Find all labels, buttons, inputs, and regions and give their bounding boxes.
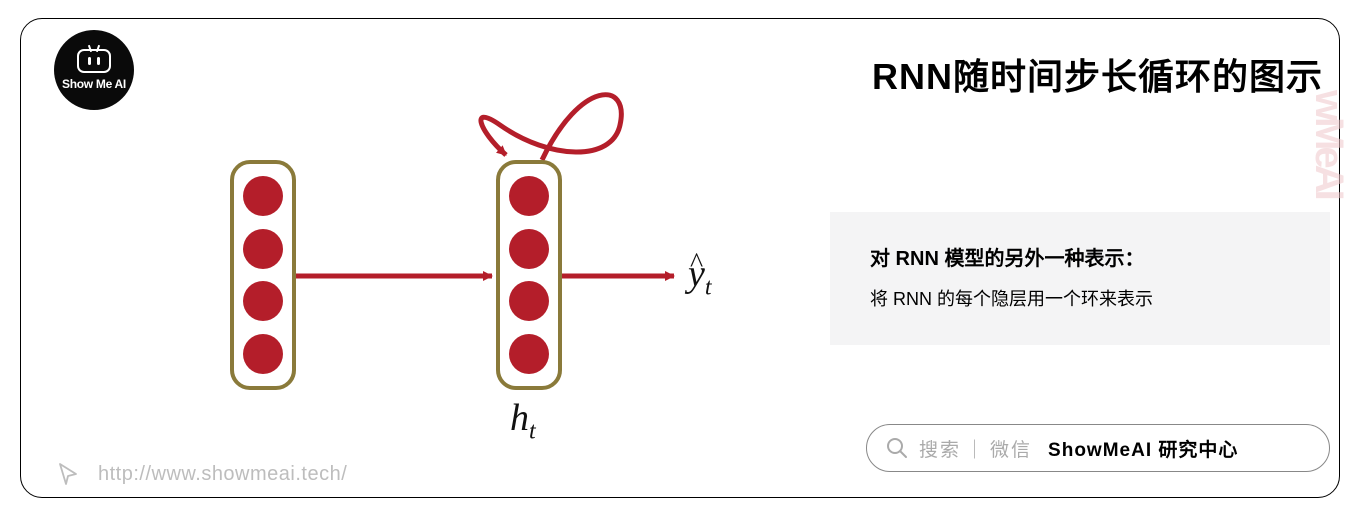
node <box>243 229 283 269</box>
search-hint: 搜索｜微信 <box>919 435 1032 462</box>
cursor-icon <box>54 460 82 488</box>
node <box>243 281 283 321</box>
search-pill: 搜索｜微信 ShowMeAI 研究中心 <box>866 424 1330 472</box>
search-label-wechat: 微信 <box>990 440 1032 461</box>
node <box>509 334 549 374</box>
logo-text: Show Me AI <box>62 77 126 91</box>
label-h-t: ht <box>510 396 536 446</box>
footer: http://www.showmeai.tech/ <box>54 460 347 488</box>
footer-url: http://www.showmeai.tech/ <box>98 463 347 486</box>
node <box>509 281 549 321</box>
node <box>243 334 283 374</box>
search-icon <box>885 436 909 460</box>
robot-face-icon <box>77 49 111 73</box>
description-body: 将 RNN 的每个隐层用一个环来表示 <box>870 285 1300 311</box>
node <box>509 176 549 216</box>
input-vector <box>230 160 296 390</box>
page-title: RNN随时间步长循环的图示 <box>872 48 1323 100</box>
rnn-diagram: ^yt ht <box>180 70 760 450</box>
description-box: 对 RNN 模型的另外一种表示： 将 RNN 的每个隐层用一个环来表示 <box>830 212 1330 345</box>
label-y-hat: ^yt <box>688 252 712 302</box>
description-heading: 对 RNN 模型的另外一种表示： <box>870 242 1300 271</box>
node <box>243 176 283 216</box>
node <box>509 229 549 269</box>
search-strong: ShowMeAI 研究中心 <box>1048 435 1238 462</box>
search-label-search: 搜索 <box>919 440 961 461</box>
arrow-self-loop <box>481 95 621 160</box>
hidden-vector <box>496 160 562 390</box>
showmeai-logo: Show Me AI <box>54 30 134 110</box>
